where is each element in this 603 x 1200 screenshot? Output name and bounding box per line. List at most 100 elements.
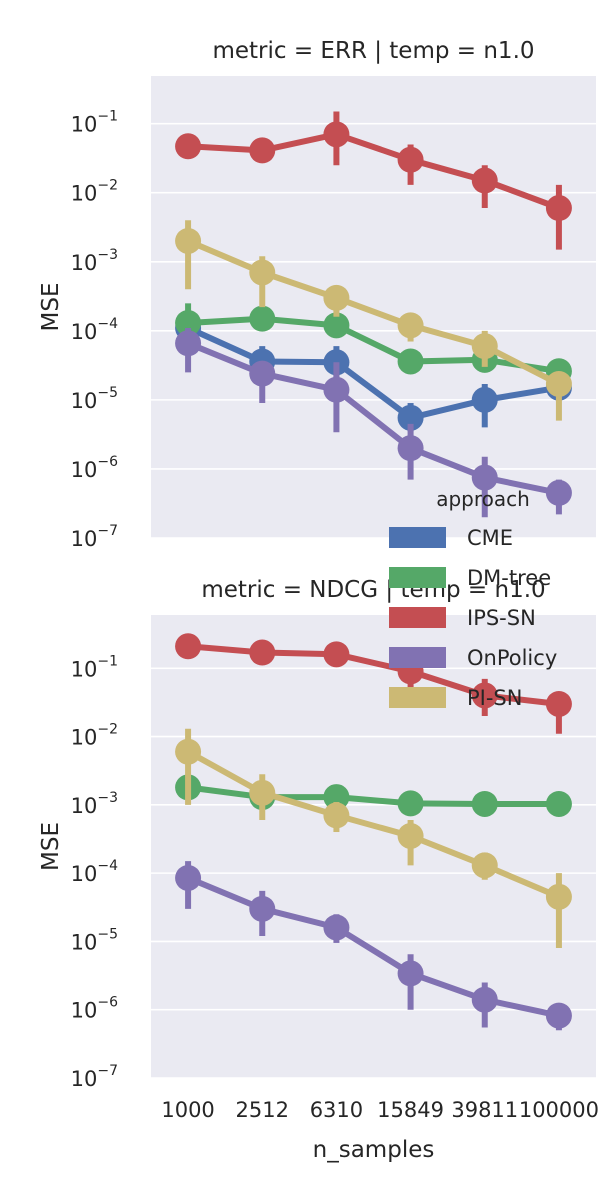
data-point [175, 864, 202, 891]
data-point [175, 227, 202, 254]
series-onpolicy [175, 861, 572, 1031]
legend-label: OnPolicy [467, 646, 557, 670]
data-point [397, 960, 424, 987]
y-tick-base: 10 [71, 862, 98, 886]
data-point [545, 479, 572, 506]
y-tick-base: 10 [71, 251, 98, 275]
legend-title: approach [436, 487, 530, 511]
data-point [545, 883, 572, 910]
data-point [471, 464, 498, 491]
y-tick-base: 10 [71, 320, 98, 344]
y-tick-label: 10−3 [71, 247, 118, 275]
y-tick-label: 10−4 [71, 316, 118, 344]
data-point [545, 195, 572, 222]
y-tick-exponent: −5 [97, 385, 118, 401]
data-point [471, 790, 498, 817]
data-point [397, 146, 424, 173]
data-point [323, 376, 350, 403]
y-tick-exponent: −1 [97, 109, 118, 125]
y-tick-exponent: −1 [97, 653, 118, 669]
data-point [397, 312, 424, 339]
data-point [397, 404, 424, 431]
y-tick-base: 10 [71, 458, 98, 482]
y-tick-exponent: −6 [97, 454, 118, 470]
data-point [545, 370, 572, 397]
x-tick-label: 100000 [519, 1098, 599, 1122]
series-line [185, 238, 562, 387]
data-point [397, 348, 424, 375]
legend-label: IPS-SN [467, 606, 536, 630]
x-tick-label: 1000 [161, 1098, 214, 1122]
data-point [545, 690, 572, 717]
y-tick-exponent: −7 [97, 523, 118, 539]
y-tick-label: 10−1 [71, 109, 118, 137]
panel-title: metric = ERR | temp = n1.0 [212, 38, 534, 64]
plot-background [151, 76, 596, 538]
y-tick-label: 10−6 [71, 454, 118, 482]
y-tick-exponent: −6 [97, 995, 118, 1011]
legend-item-cme: CME [389, 526, 513, 550]
x-axis-label: n_samples [313, 1137, 435, 1163]
x-tick-label: 15849 [377, 1098, 444, 1122]
data-point [397, 790, 424, 817]
data-point [471, 167, 498, 194]
data-point [249, 779, 276, 806]
y-axis-label: MSE [38, 822, 64, 871]
y-axis-label: MSE [38, 283, 64, 332]
data-point [175, 738, 202, 765]
y-tick-base: 10 [71, 657, 98, 681]
data-point [471, 852, 498, 879]
data-point [249, 360, 276, 387]
legend-swatch [389, 647, 446, 668]
y-tick-label: 10−5 [71, 926, 118, 954]
data-point [323, 284, 350, 311]
x-tick-label: 6310 [310, 1098, 363, 1122]
data-point [397, 822, 424, 849]
data-point [323, 802, 350, 829]
y-tick-exponent: −4 [97, 858, 118, 874]
data-point [323, 914, 350, 941]
y-tick-label: 10−6 [71, 995, 118, 1023]
x-tick-label: 39811 [451, 1098, 518, 1122]
y-tick-base: 10 [71, 999, 98, 1023]
y-tick-exponent: −2 [97, 178, 118, 194]
legend-item-ips-sn: IPS-SN [389, 606, 536, 630]
y-tick-base: 10 [71, 389, 98, 413]
data-point [545, 1002, 572, 1029]
data-point [249, 259, 276, 286]
y-tick-exponent: −2 [97, 722, 118, 738]
y-tick-label: 10−7 [71, 523, 118, 551]
y-tick-label: 10−2 [71, 178, 118, 206]
data-point [323, 641, 350, 668]
legend-item-pi-sn: PI-SN [389, 686, 522, 710]
data-point [471, 986, 498, 1013]
y-tick-base: 10 [71, 726, 98, 750]
data-point [249, 895, 276, 922]
x-tick-label: 2512 [236, 1098, 289, 1122]
data-point [323, 121, 350, 148]
legend-label: CME [467, 526, 513, 550]
legend: approach CME DM-tree IPS-SN OnPolicy PI-SN [389, 487, 557, 710]
y-tick-base: 10 [71, 527, 98, 551]
panel-title: metric = NDCG | temp = n1.0 [201, 577, 545, 603]
data-point [471, 682, 498, 709]
data-point [175, 633, 202, 660]
series-line [185, 748, 562, 900]
legend-swatch [389, 607, 446, 628]
data-point [249, 137, 276, 164]
y-tick-label: 10−2 [71, 722, 118, 750]
y-tick-exponent: −7 [97, 1063, 118, 1079]
data-point [471, 333, 498, 360]
legend-swatch [389, 687, 446, 708]
series-onpolicy [175, 327, 572, 518]
series-ips-sn [175, 111, 572, 250]
legend-label: DM-tree [467, 566, 551, 590]
y-tick-label: 10−1 [71, 653, 118, 681]
y-tick-base: 10 [71, 1067, 98, 1091]
y-tick-exponent: −3 [97, 790, 118, 806]
y-tick-label: 10−3 [71, 790, 118, 818]
plot-background [151, 615, 596, 1078]
